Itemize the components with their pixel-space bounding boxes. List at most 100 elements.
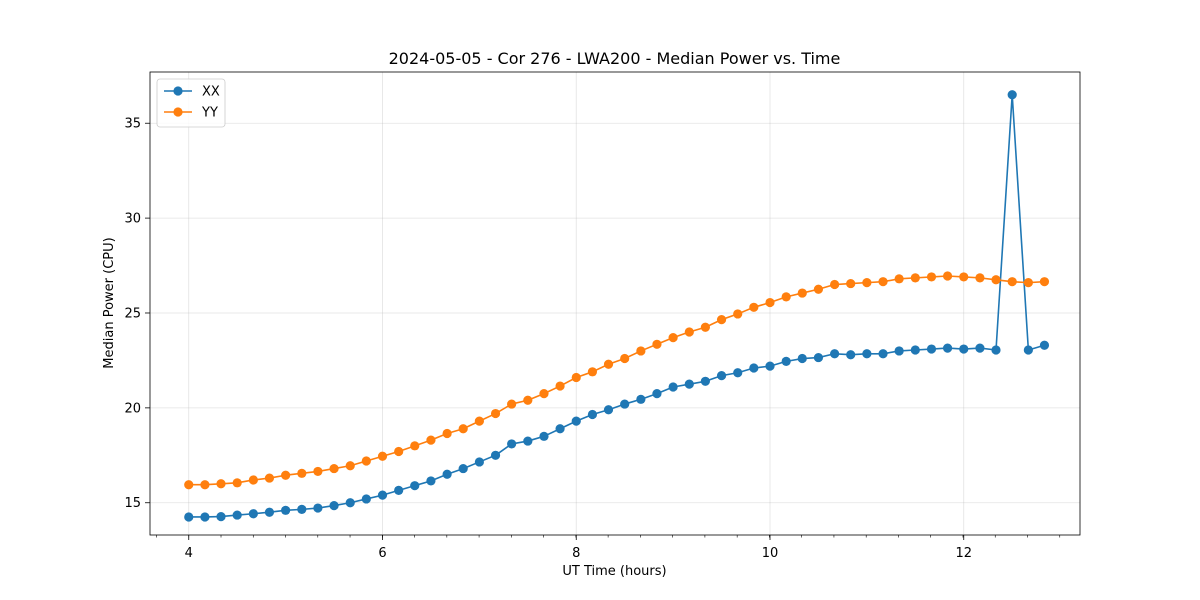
data-point-xx [248,509,258,519]
data-point-yy [862,278,872,288]
data-point-xx [377,490,388,500]
data-point-xx [264,507,275,517]
legend-label-xx: XX [202,85,220,100]
data-point-xx [797,353,807,364]
data-point-xx [216,511,226,522]
data-point-yy [1039,277,1050,287]
data-point-yy [539,389,549,399]
data-point-xx [846,350,856,360]
data-point-xx [636,394,646,404]
y-tick-label: 30 [124,212,141,227]
data-point-xx [862,349,872,359]
data-point-yy [474,416,484,426]
data-point-xx [329,500,339,511]
legend-marker-yy [173,107,183,117]
data-point-yy [1007,277,1017,287]
data-point-yy [878,277,888,287]
data-point-xx [749,363,759,373]
x-tick-label: 12 [955,546,972,561]
plot-frame [149,71,1081,536]
data-point-yy [297,468,307,478]
data-point-xx [345,498,355,508]
data-point-yy [765,297,775,308]
data-point-yy [264,473,275,483]
data-point-yy [458,424,468,434]
axes: 4 6 8 10 12 15 20 25 30 35 [124,117,1061,561]
data-point-yy [942,271,953,281]
data-point-xx [830,349,840,359]
data-point-xx [620,399,630,409]
data-point-xx [200,512,210,522]
data-point-xx [555,424,565,434]
data-point-yy [749,302,759,312]
x-tick-label: 8 [572,546,580,561]
data-point-yy [684,327,694,337]
data-point-yy [361,456,371,466]
data-point-xx [232,510,242,520]
legend-label-yy: YY [201,106,218,121]
data-point-yy [394,446,404,457]
data-point-yy [910,273,920,283]
data-point-xx [813,352,824,363]
data-point-xx [991,345,1001,355]
series-yy [184,271,1050,490]
data-point-xx [652,389,662,399]
data-point-yy [313,466,323,477]
data-point-xx [942,343,953,353]
data-point-xx [571,416,581,426]
data-point-yy [716,315,727,325]
data-point-yy [894,274,904,284]
data-point-xx [490,450,501,460]
data-point-xx [410,481,420,491]
data-point-yy [991,275,1001,285]
data-point-xx [587,409,598,420]
data-point-yy [959,272,969,282]
data-point-yy [603,359,614,369]
data-point-xx [959,344,969,354]
data-point-xx [426,476,436,486]
legend: XX YY [156,78,226,128]
data-point-xx [458,463,468,474]
x-axis-label: UT Time (hours) [562,564,666,579]
data-point-yy [377,451,388,461]
data-point-yy [926,272,937,282]
data-point-xx [781,356,791,366]
data-point-xx [1039,340,1050,350]
data-point-yy [442,428,452,439]
data-point-yy [216,479,226,489]
data-point-xx [361,494,371,504]
data-point-yy [668,333,678,343]
data-point-yy [781,292,791,302]
data-point-xx [603,405,614,415]
data-point-xx [975,343,985,353]
data-point-yy [281,470,291,480]
data-point-xx [700,376,710,386]
grid [150,72,1080,535]
data-point-yy [248,475,258,485]
data-point-xx [1023,345,1033,355]
data-point-xx [297,504,307,514]
data-point-xx [684,379,694,389]
data-point-yy [345,461,355,471]
data-point-yy [571,372,581,383]
data-point-yy [830,279,840,290]
data-point-xx [878,349,888,359]
data-point-yy [975,273,985,283]
data-point-xx [523,436,533,446]
data-point-xx [910,345,920,355]
y-tick-label: 25 [124,306,141,321]
data-point-xx [184,512,194,522]
data-point-xx [474,457,484,467]
series-xx [184,90,1050,522]
data-point-yy [1023,278,1033,288]
data-point-yy [523,395,533,405]
data-point-yy [507,399,517,409]
data-point-yy [733,309,743,319]
data-point-yy [652,339,662,349]
y-axis-label: Median Power (CPU) [102,237,117,368]
data-point-yy [813,284,824,294]
data-point-yy [184,480,194,490]
data-point-yy [700,322,710,332]
data-point-yy [846,278,856,289]
